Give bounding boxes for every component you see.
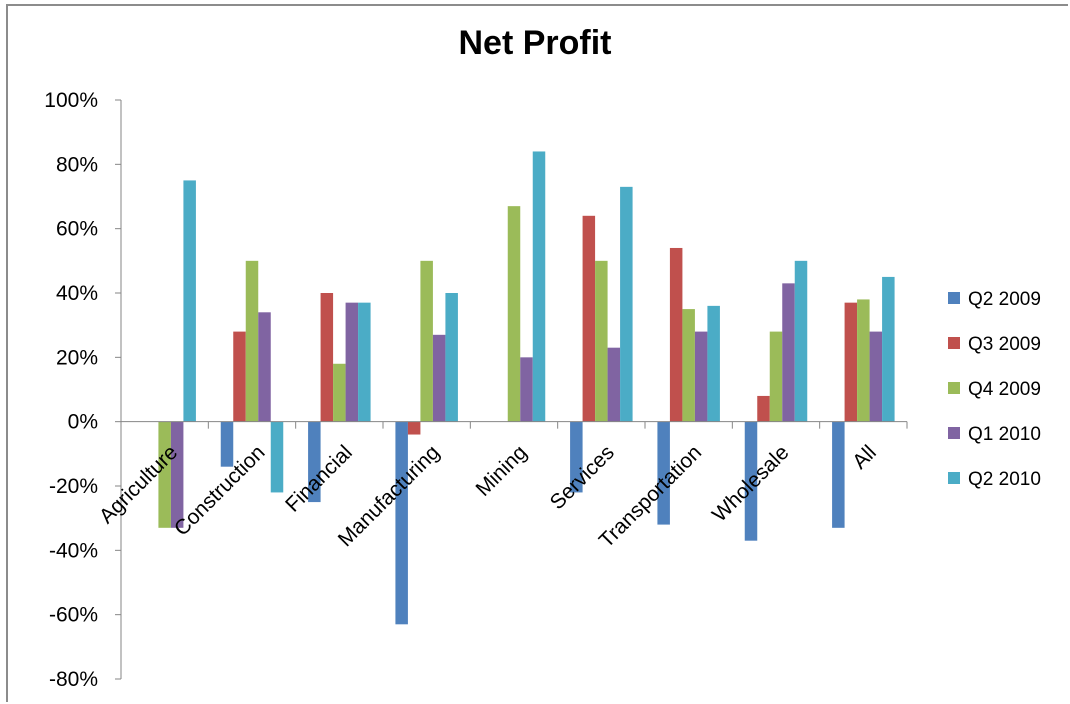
y-tick-label: 80% [56,153,98,176]
y-tick-label: 20% [56,346,98,369]
bar-q1-2010-mining [520,357,533,422]
y-tick-label: 40% [56,282,98,305]
bar-q3-2009-services [582,215,596,422]
legend-label: Q2 2009 [968,289,1041,310]
bar-q4-2009-agriculture [158,421,171,528]
bar-q2-2010-services [620,186,633,422]
y-axis: 100% 80% 60% 40% 20% 0% -20% -40% -60% -80% [44,89,122,691]
bar-q1-2010-construction [258,312,271,422]
legend-swatch [948,472,960,484]
bar-q4-2009-mining [507,206,521,422]
bar-q2-2010-transportation [707,305,720,422]
y-tick-label: -20% [49,475,98,498]
bar-q2-2010-all [882,276,895,422]
bar-q2-2009-all [832,421,845,528]
legend-label: Q3 2009 [968,334,1041,355]
bar-q2-2009-financial [308,421,321,503]
y-tick-label: -80% [49,668,98,691]
bar-q1-2010-agriculture [170,421,184,528]
bar-q2-2009-transportation [657,421,670,525]
y-tick-label: 60% [56,218,98,241]
bar-q4-2009-construction [245,260,259,422]
category-label: All [848,441,881,474]
bar-q3-2009-transportation [669,247,683,422]
chart-frame [6,4,1068,702]
bar-q2-2010-mining [532,151,546,422]
bar-q2-2010-construction [270,421,284,493]
legend-swatch [948,382,960,394]
bar-q4-2009-services [595,260,608,422]
chart-title: Net Profit [458,24,612,62]
x-axis [120,421,908,429]
bar-q2-2009-services [570,421,583,493]
legend-label: Q1 2010 [968,424,1041,445]
y-tick-label: 0% [68,411,98,434]
bar-q2-2010-manufacturing [445,293,458,422]
legend-label: Q2 2010 [968,469,1041,490]
bar-q4-2009-wholesale [769,331,783,422]
bar-q2-2010-financial [358,302,371,422]
bar-q3-2009-all [844,302,858,422]
bar-q2-2009-manufacturing [395,421,408,625]
bar-q3-2009-wholesale [757,395,770,422]
bar-q1-2010-all [869,331,883,422]
legend-label: Q4 2009 [968,379,1041,400]
legend-swatch [948,292,960,304]
category-label: Mining [472,441,532,501]
bar-q2-2010-wholesale [794,260,808,422]
y-tick-label: 100% [44,89,98,112]
bar-q4-2009-financial [333,363,346,422]
y-tick-label: -60% [49,604,98,627]
bar-q4-2009-manufacturing [420,260,433,422]
bar-q2-2009-construction [220,421,234,467]
y-tick-label: -40% [49,539,98,562]
bar-q3-2009-manufacturing [407,421,421,435]
bar-q1-2010-transportation [694,331,708,422]
legend: Q2 2009 Q3 2009 Q4 2009 Q1 2010 Q2 2010 [948,289,1041,490]
bar-q1-2010-wholesale [782,283,795,422]
bar-q1-2010-manufacturing [432,334,446,422]
bar-q4-2009-all [857,299,870,422]
bars [158,151,895,625]
bar-q2-2009-wholesale [744,421,758,541]
bar-q3-2009-construction [233,331,246,422]
bar-q1-2010-financial [345,302,359,422]
legend-swatch [948,427,960,439]
bar-q2-2010-agriculture [183,180,196,422]
bar-q1-2010-services [607,347,621,422]
bar-q3-2009-financial [320,293,334,422]
category-label: Construction [170,441,270,541]
bar-q4-2009-transportation [682,309,695,422]
legend-swatch [948,337,960,349]
